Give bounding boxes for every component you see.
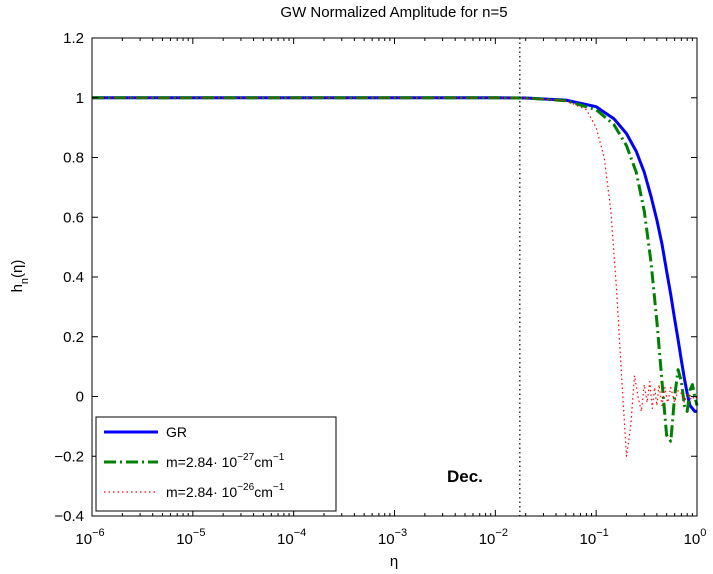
x-tick-label: 10−2 xyxy=(479,527,508,548)
legend: GR m=2.84· 10−27cm−1 m=2.84· 10−26cm−1 xyxy=(95,416,337,512)
legend-label-1: GR xyxy=(166,424,187,440)
y-tick-label: 0.6 xyxy=(63,209,84,226)
y-tick-label: 0.4 xyxy=(63,269,84,286)
legend-exponent: −26 xyxy=(237,482,254,493)
legend-unit: cm xyxy=(254,484,273,500)
dec-annotation: Dec. xyxy=(447,467,483,486)
x-tick-exponent: −1 xyxy=(596,527,609,539)
x-tick-exponent: 0 xyxy=(700,527,706,539)
legend-box xyxy=(95,416,337,512)
legend-unit: cm xyxy=(254,454,273,470)
y-axis-ticks: −0.4 −0.2 0 0.2 0.4 0.6 0.8 1 1.2 xyxy=(54,30,697,525)
series-line-2 xyxy=(92,96,699,443)
y-axis-label: hn(η) xyxy=(9,260,31,293)
legend-exponent: −1 xyxy=(273,452,285,463)
x-tick-exponent: −4 xyxy=(294,527,307,539)
y-tick-label: 0.2 xyxy=(63,329,84,346)
y-tick-label: 0.8 xyxy=(63,150,84,167)
x-tick-exponent: −3 xyxy=(395,527,408,539)
x-tick-label: 100 xyxy=(684,527,707,548)
x-tick-label: 10−5 xyxy=(176,527,205,548)
series-line-3 xyxy=(92,97,698,457)
legend-label-3: m=2.84· 10−26cm−1 xyxy=(166,482,285,500)
x-tick-label: 10−1 xyxy=(580,527,609,548)
x-tick-exponent: −6 xyxy=(92,527,105,539)
x-axis-ticks: 10−6 10−5 10−4 10−3 10−2 10−1 100 xyxy=(75,38,706,548)
x-tick-exponent: −5 xyxy=(193,527,206,539)
legend-label-2: m=2.84· 10−27cm−1 xyxy=(166,452,285,470)
x-tick-label: 10−3 xyxy=(378,527,407,548)
y-tick-label: 0 xyxy=(76,389,84,406)
chart-title: GW Normalized Amplitude for n=5 xyxy=(280,4,507,21)
x-tick-label: 10−6 xyxy=(75,527,104,548)
x-tick-label: 10−4 xyxy=(277,527,306,548)
series-line-1 xyxy=(92,96,697,413)
y-tick-label: 1.2 xyxy=(63,30,84,47)
x-tick-exponent: −2 xyxy=(495,527,508,539)
legend-exponent: −27 xyxy=(237,452,254,463)
legend-exponent: −1 xyxy=(273,482,285,493)
y-tick-label: −0.4 xyxy=(54,508,84,525)
plot-lines xyxy=(92,38,699,516)
x-axis-label: η xyxy=(390,553,398,570)
y-tick-label: −0.2 xyxy=(54,448,84,465)
y-axis-label-subscript: n xyxy=(19,278,31,284)
y-tick-label: 1 xyxy=(76,90,84,107)
